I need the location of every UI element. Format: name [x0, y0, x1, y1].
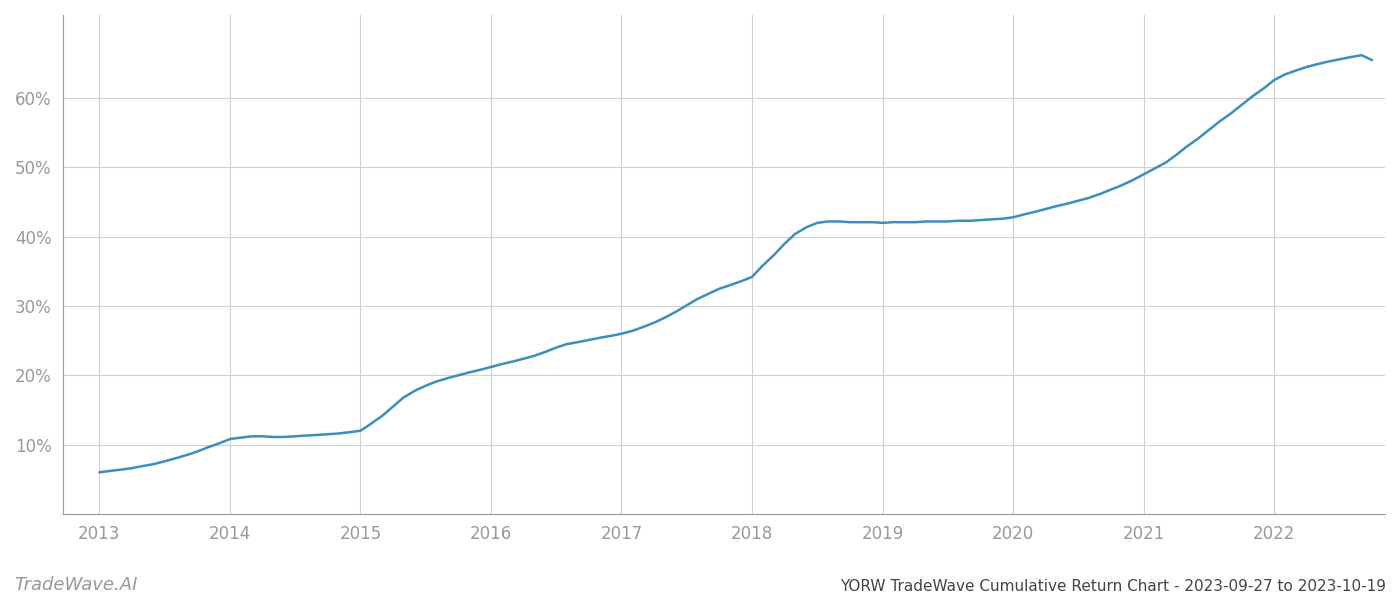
Text: YORW TradeWave Cumulative Return Chart - 2023-09-27 to 2023-10-19: YORW TradeWave Cumulative Return Chart -… — [840, 579, 1386, 594]
Text: TradeWave.AI: TradeWave.AI — [14, 576, 137, 594]
